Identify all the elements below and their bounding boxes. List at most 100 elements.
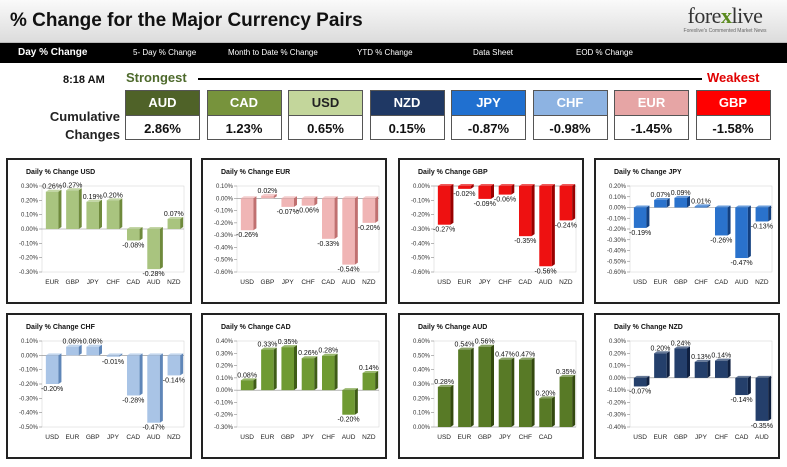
bar-top	[261, 347, 277, 350]
bar	[518, 184, 535, 237]
data-label: -0.13%	[751, 223, 773, 230]
bar-side	[646, 205, 650, 228]
bar	[735, 205, 751, 259]
bar	[147, 353, 163, 423]
y-tick-label: -0.30%	[214, 425, 234, 431]
y-tick-label: 0.10%	[609, 364, 627, 370]
y-tick-label: -0.30%	[214, 233, 234, 239]
bar-side	[334, 353, 338, 391]
bar-face	[498, 186, 512, 195]
bar	[674, 346, 691, 378]
y-tick-label: -0.20%	[19, 256, 39, 262]
bar	[694, 359, 711, 378]
currency-change-value: -0.98%	[549, 121, 591, 136]
currency-code: CAD	[207, 91, 281, 116]
y-tick-label: -0.10%	[214, 209, 234, 215]
nav-day-change[interactable]: Day % Change	[18, 47, 88, 58]
currency-change-value: 0.15%	[388, 121, 426, 136]
bar-side	[747, 375, 751, 396]
bar	[86, 199, 103, 229]
bar-face	[126, 229, 140, 241]
nav-eod-change[interactable]: EOD % Change	[576, 48, 633, 57]
x-tick-label: AUD	[147, 434, 161, 441]
bar-top	[458, 184, 474, 186]
data-label: 0.20%	[103, 192, 123, 199]
nav-5-day-change[interactable]: 5- Day % Change	[133, 48, 197, 57]
x-tick-label: CHF	[301, 279, 314, 286]
logo-wordmark: forexlive	[687, 3, 763, 28]
chart-title: Daily % Change JPY	[614, 169, 682, 176]
bar	[714, 205, 731, 236]
chart-eur: -0.60% -0.50% -0.40% -0.30% -0.20% -0.10% 0.00…	[214, 184, 380, 286]
bar-side	[551, 396, 555, 427]
bar-side	[375, 370, 379, 391]
bar-side	[687, 346, 691, 378]
currency-change-value: 1.23%	[225, 121, 263, 136]
y-tick-label: 0.10%	[21, 213, 39, 219]
x-tick-label: AUD	[342, 434, 356, 441]
y-tick-label: 0.20%	[413, 396, 431, 402]
bar-top	[342, 388, 358, 391]
x-tick-label: CHF	[715, 434, 728, 441]
data-label: -0.54%	[337, 267, 359, 274]
data-label: 0.07%	[650, 192, 670, 199]
bar	[437, 384, 454, 427]
bar-top	[45, 189, 62, 192]
bar-side	[78, 188, 82, 229]
bar	[458, 347, 474, 427]
bar-top	[45, 353, 62, 356]
bar-face	[735, 377, 748, 396]
x-tick-label: JPY	[695, 434, 708, 441]
y-tick-label: -0.40%	[607, 425, 627, 431]
nav-month-to-date-change[interactable]: Month to Date % Change	[228, 48, 318, 57]
y-tick-label: 0.20%	[216, 364, 234, 370]
bar-top	[66, 344, 82, 347]
y-tick-label: 0.00%	[609, 206, 627, 212]
y-tick-label: -0.60%	[411, 270, 431, 276]
chart-title: Daily % Change GBP	[418, 169, 488, 176]
y-tick-label: 0.00%	[413, 184, 431, 190]
y-tick-label: 0.00%	[216, 196, 234, 202]
y-tick-label: -0.10%	[19, 368, 39, 374]
y-tick-label: 0.10%	[609, 195, 627, 201]
nav-data-sheet[interactable]: Data Sheet	[473, 48, 514, 57]
y-tick-label: -0.20%	[19, 382, 39, 388]
x-tick-label: USD	[633, 279, 647, 286]
data-label: 0.26%	[298, 350, 318, 357]
bar-face	[86, 346, 100, 356]
currency-code: AUD	[126, 91, 199, 116]
data-label: 0.06%	[62, 339, 82, 346]
bar-face	[342, 198, 355, 265]
bar-top	[147, 353, 163, 356]
chart-panel-cad: Daily % Change CAD -0.30% -0.20% -0.10% 0.00…	[201, 313, 387, 459]
bar-top	[126, 353, 143, 356]
data-label: -0.56%	[534, 268, 556, 275]
bar-side	[99, 344, 103, 356]
bar-side	[334, 196, 338, 239]
y-tick-label: -0.10%	[19, 241, 39, 247]
bar-top	[86, 199, 103, 202]
y-tick-label: 0.20%	[609, 184, 627, 190]
bar-top	[478, 344, 495, 347]
bar	[45, 189, 62, 229]
bar	[633, 205, 650, 228]
bar-side	[273, 193, 277, 199]
y-tick-label: 0.00%	[413, 425, 431, 431]
bar	[342, 388, 358, 415]
currency-change-value: 0.65%	[307, 121, 344, 136]
chart-title: Daily % Change AUD	[418, 324, 488, 331]
data-label: 0.19%	[83, 194, 103, 201]
nav-ytd-change[interactable]: YTD % Change	[357, 48, 413, 57]
currency-box-chf: CHF -0.98%	[532, 90, 608, 140]
x-tick-label: CHF	[498, 279, 511, 286]
bar	[362, 196, 379, 223]
x-tick-label: GBP	[478, 434, 492, 441]
bar-face	[633, 377, 647, 387]
bar	[66, 188, 82, 229]
currency-box-eur: EUR -1.45%	[614, 90, 689, 140]
bar-top	[126, 227, 143, 229]
bar	[559, 374, 576, 427]
x-tick-label: GBP	[66, 279, 80, 286]
bar	[478, 184, 495, 199]
data-label: 0.35%	[278, 339, 298, 346]
